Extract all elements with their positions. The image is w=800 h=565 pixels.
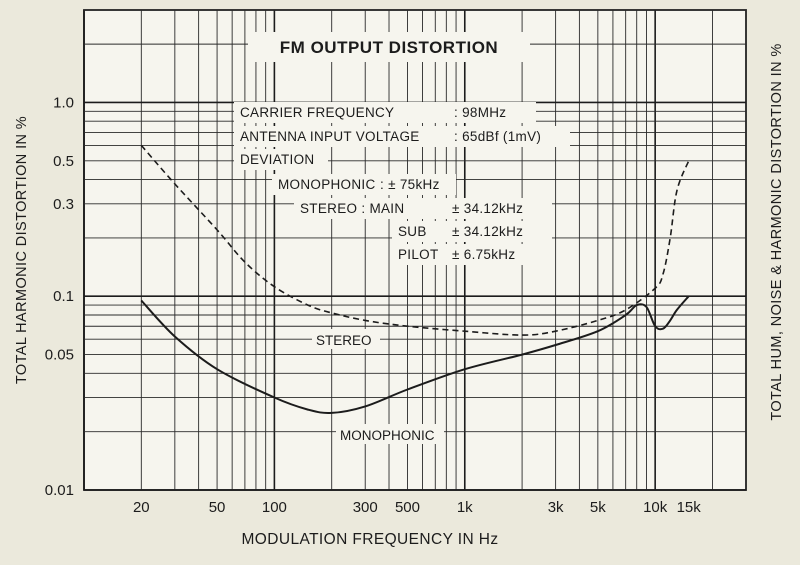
x-tick-label: 1k: [457, 499, 473, 516]
note-value-stereo-pilot: ± 6.75kHz: [452, 247, 515, 262]
y-axis-label-right: TOTAL HUM, NOISE & HARMONIC DISTORTION I…: [769, 43, 785, 420]
note-label-deviation: DEVIATION: [240, 152, 314, 167]
x-tick-label: 5k: [590, 499, 606, 516]
note-value-stereo-sub: ± 34.12kHz: [452, 224, 523, 239]
x-axis-label: MODULATION FREQUENCY IN Hz: [242, 531, 499, 548]
series-line-monophonic: [140, 295, 690, 415]
chart-title: FM OUTPUT DISTORTION: [280, 38, 498, 57]
x-tick-label: 3k: [548, 499, 564, 516]
y-tick-label: 0.05: [45, 347, 74, 364]
note-label-stereo-main: STEREO : MAIN: [300, 201, 404, 216]
x-tick-label: 15k: [677, 499, 702, 516]
title-box: [248, 32, 530, 62]
y-axis-label: TOTAL HARMONIC DISTORTION IN %: [14, 116, 30, 384]
note-box-deviation: [234, 149, 328, 170]
series-label-monophonic: MONOPHONIC: [340, 428, 435, 443]
note-label-mono-dev: MONOPHONIC: [278, 177, 376, 192]
note-value-carrier: : 98MHz: [454, 105, 506, 120]
y-tick-label: 0.1: [53, 288, 74, 305]
y-tick-label: 0.01: [45, 482, 74, 499]
note-value-mono-dev: : ± 75kHz: [380, 177, 440, 192]
x-tick-label: 20: [133, 499, 150, 516]
series-label-box-monophonic: [336, 424, 444, 444]
note-box-stereo-sub: [392, 221, 552, 242]
note-value-antenna: : 65dBf (1mV): [454, 129, 541, 144]
y-tick-labels: 1.0 0.5 0.3 0.1 0.05 0.01: [45, 94, 74, 499]
series-label-stereo: STEREO: [316, 333, 372, 348]
note-box-carrier: [234, 102, 536, 123]
series-label-box-stereo: [312, 329, 380, 349]
x-tick-label: 10k: [643, 499, 668, 516]
y-tick-label: 1.0: [53, 94, 74, 111]
note-box-antenna: [234, 126, 570, 147]
x-tick-label: 500: [395, 499, 420, 516]
note-label-carrier: CARRIER FREQUENCY: [240, 105, 394, 120]
note-box-mono-dev: [272, 174, 456, 195]
series-group: [140, 144, 690, 415]
note-box-stereo-pilot: [392, 244, 544, 265]
y-tick-label: 0.3: [53, 196, 74, 213]
series-labels: STEREO MONOPHONIC: [312, 329, 444, 444]
x-tick-label: 100: [262, 499, 287, 516]
note-box-stereo-main: [294, 198, 552, 219]
condition-notes: CARRIER FREQUENCY : 98MHz ANTENNA INPUT VO…: [234, 102, 570, 265]
note-label-stereo-sub: SUB: [398, 224, 427, 239]
note-label-stereo-pilot: PILOT: [398, 247, 439, 262]
note-value-stereo-main: ± 34.12kHz: [452, 201, 523, 216]
x-tick-label: 50: [209, 499, 226, 516]
note-label-antenna: ANTENNA INPUT VOLTAGE: [240, 129, 420, 144]
series-line-stereo: [140, 144, 690, 336]
x-tick-labels: 20 50 100 300 500 1k 3k 5k 10k 15k: [133, 499, 701, 516]
y-tick-label: 0.5: [53, 153, 74, 170]
x-tick-label: 300: [353, 499, 378, 516]
